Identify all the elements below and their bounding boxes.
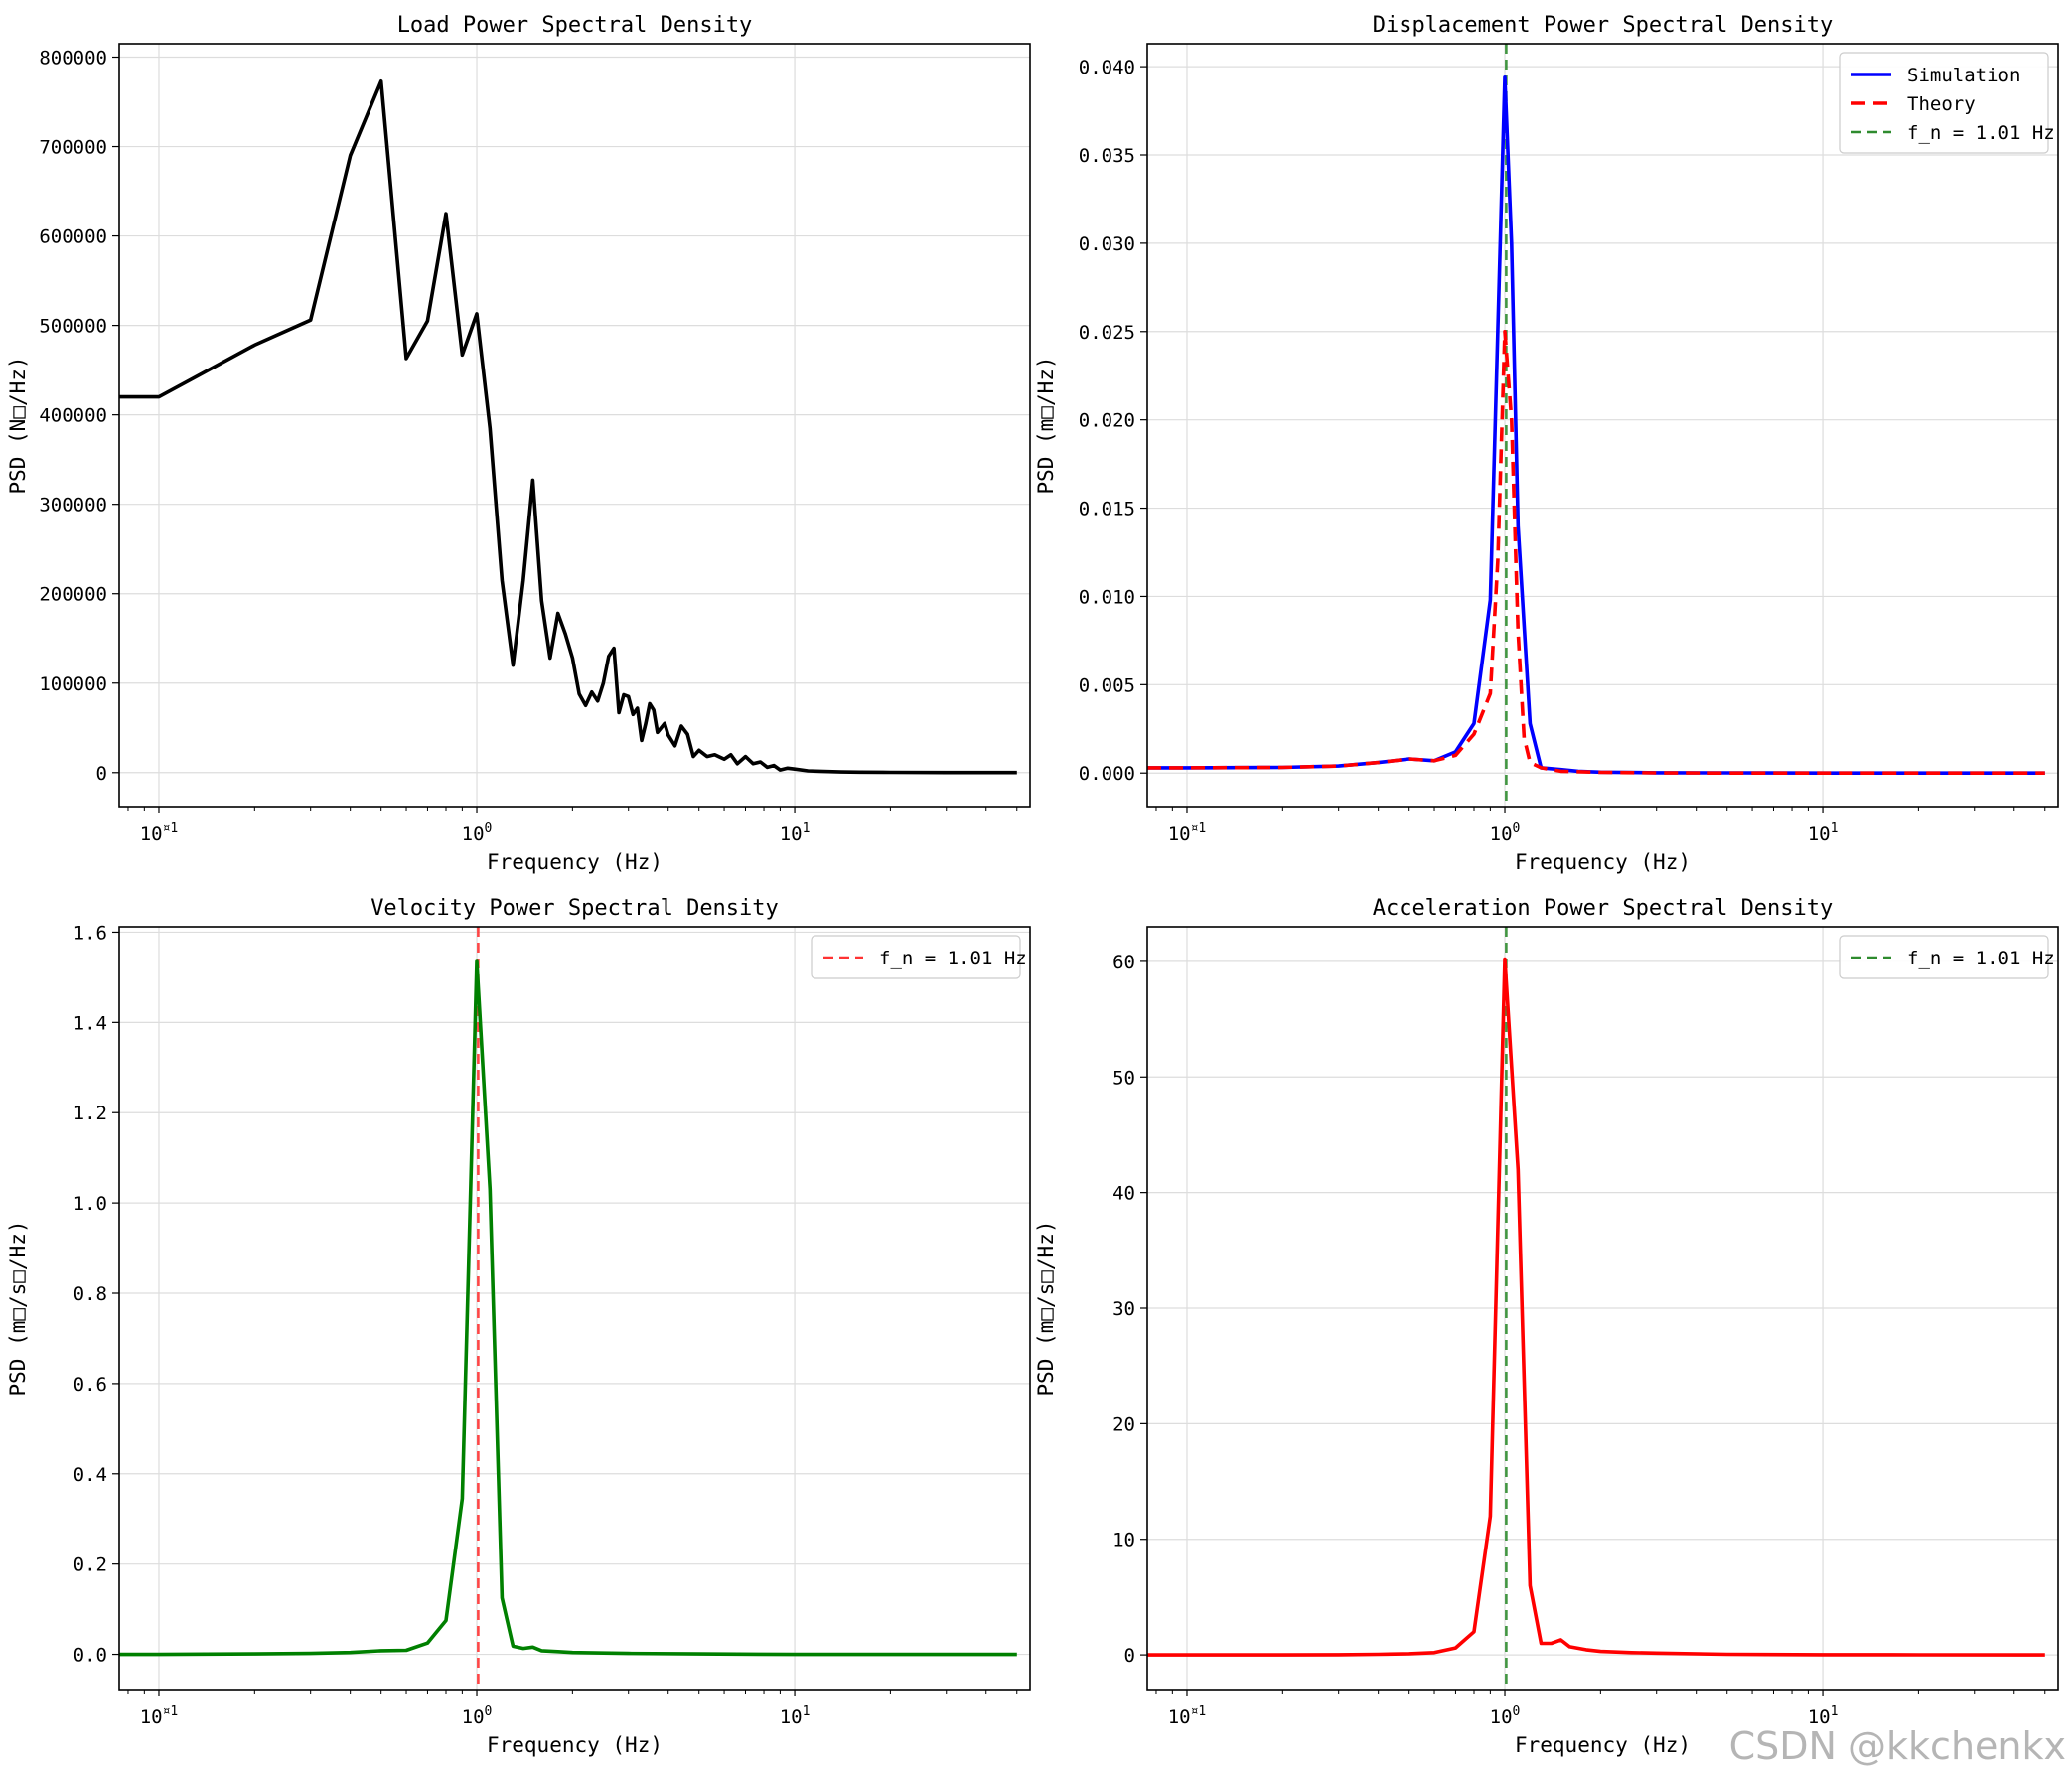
axes-frame <box>1146 926 2059 1691</box>
y-tick-label: 500000 <box>39 316 107 338</box>
x-tick-label: 100 <box>1490 821 1521 845</box>
y-axis-label: PSD (N□/Hz) <box>6 356 30 494</box>
y-tick-label: 1.0 <box>74 1193 107 1215</box>
y-tick-label: 0.020 <box>1079 410 1135 432</box>
y-tick-label: 200000 <box>39 584 107 606</box>
y-tick-label: 0.035 <box>1079 145 1135 167</box>
x-axis-label: Frequency (Hz) <box>1515 1733 1691 1757</box>
chart-title: Load Power Spectral Density <box>397 13 753 38</box>
y-tick-label: 40 <box>1112 1183 1135 1205</box>
x-tick-label: 101 <box>1808 1704 1839 1728</box>
series-line-theory <box>1147 330 2045 775</box>
legend: Simulation Theory f_n = 1.01 Hz <box>1839 52 2055 154</box>
axes-frame <box>118 926 1031 1691</box>
x-tick-label: 100 <box>462 821 493 845</box>
chart-panel-1: 10¤1 100 101 0 100000 200000 300000 400000 50000… <box>6 13 1031 874</box>
x-axis-label: Frequency (Hz) <box>487 1733 663 1757</box>
y-axis-label: PSD (m□/s□/Hz) <box>1034 1220 1058 1396</box>
y-tick-label: 0.005 <box>1079 674 1135 696</box>
axes-frame <box>1146 43 2059 808</box>
y-tick-label: 1.4 <box>74 1012 107 1034</box>
chart-panel-3: 10¤1 100 101 0.0 0.2 0.4 0.6 0.8 1.0 1.2 1.4 1.6 Vel… <box>6 896 1031 1757</box>
y-tick-label: 0.040 <box>1079 57 1135 78</box>
x-tick-label: 10¤1 <box>140 821 179 845</box>
x-tick-label: 100 <box>1490 1704 1521 1728</box>
legend-label: Theory <box>1907 93 1976 115</box>
chart-panel-2: 10¤1 100 101 0.000 0.005 0.010 0.015 0.020 0.025… <box>1034 13 2059 874</box>
y-tick-label: 700000 <box>39 137 107 159</box>
legend-label: f_n = 1.01 Hz <box>1907 122 2055 144</box>
y-tick-label: 0.2 <box>74 1554 107 1576</box>
y-tick-label: 100000 <box>39 673 107 695</box>
y-tick-label: 0.010 <box>1079 586 1135 608</box>
y-tick-label: 30 <box>1112 1298 1135 1320</box>
legend: f_n = 1.01 Hz <box>1839 935 2055 979</box>
y-tick-label: 0 <box>1124 1645 1135 1667</box>
y-tick-label: 800000 <box>39 48 107 70</box>
series-line-acceleration <box>1147 957 2045 1657</box>
x-axis-label: Frequency (Hz) <box>487 850 663 874</box>
legend-box <box>1839 52 2049 154</box>
watermark: CSDN @kkchenkx <box>1728 1724 2066 1768</box>
x-tick-label: 101 <box>780 821 811 845</box>
y-axis-label: PSD (m□/s□/Hz) <box>6 1220 30 1396</box>
chart-title: Displacement Power Spectral Density <box>1373 13 1834 38</box>
y-tick-label: 20 <box>1112 1413 1135 1435</box>
legend-box <box>811 935 1021 979</box>
y-tick-label: 0 <box>96 763 107 785</box>
series-line-velocity <box>119 959 1017 1657</box>
y-tick-label: 0.0 <box>74 1645 107 1667</box>
y-tick-label: 0.025 <box>1079 322 1135 344</box>
y-axis-label: PSD (m□/Hz) <box>1034 356 1058 494</box>
y-tick-label: 0.8 <box>74 1283 107 1305</box>
x-tick-label: 10¤1 <box>1168 1704 1207 1728</box>
chart-title: Acceleration Power Spectral Density <box>1373 896 1834 921</box>
y-tick-label: 1.2 <box>74 1103 107 1124</box>
y-tick-label: 0.015 <box>1079 499 1135 520</box>
legend: f_n = 1.01 Hz <box>811 935 1027 979</box>
x-tick-label: 101 <box>780 1704 811 1728</box>
y-tick-label: 0.4 <box>74 1464 107 1486</box>
legend-label: f_n = 1.01 Hz <box>879 948 1027 969</box>
axes-frame <box>118 43 1031 808</box>
x-tick-label: 10¤1 <box>140 1704 179 1728</box>
x-tick-label: 10¤1 <box>1168 821 1207 845</box>
y-tick-label: 400000 <box>39 405 107 427</box>
x-tick-label: 101 <box>1808 821 1839 845</box>
y-tick-label: 300000 <box>39 495 107 516</box>
y-tick-label: 0.000 <box>1079 763 1135 785</box>
y-tick-label: 0.030 <box>1079 233 1135 255</box>
series-line-simulation <box>1147 75 2045 775</box>
y-tick-label: 0.6 <box>74 1374 107 1396</box>
chart-title: Velocity Power Spectral Density <box>370 896 779 921</box>
x-axis-label: Frequency (Hz) <box>1515 850 1691 874</box>
series-line-load <box>119 79 1017 775</box>
y-tick-label: 10 <box>1112 1530 1135 1551</box>
legend-label: Simulation <box>1907 65 2020 86</box>
legend-box <box>1839 935 2049 979</box>
legend-label: f_n = 1.01 Hz <box>1907 948 2055 969</box>
y-tick-label: 60 <box>1112 952 1135 973</box>
x-tick-label: 100 <box>462 1704 493 1728</box>
y-tick-label: 600000 <box>39 226 107 248</box>
y-tick-label: 50 <box>1112 1067 1135 1089</box>
y-tick-label: 1.6 <box>74 922 107 944</box>
